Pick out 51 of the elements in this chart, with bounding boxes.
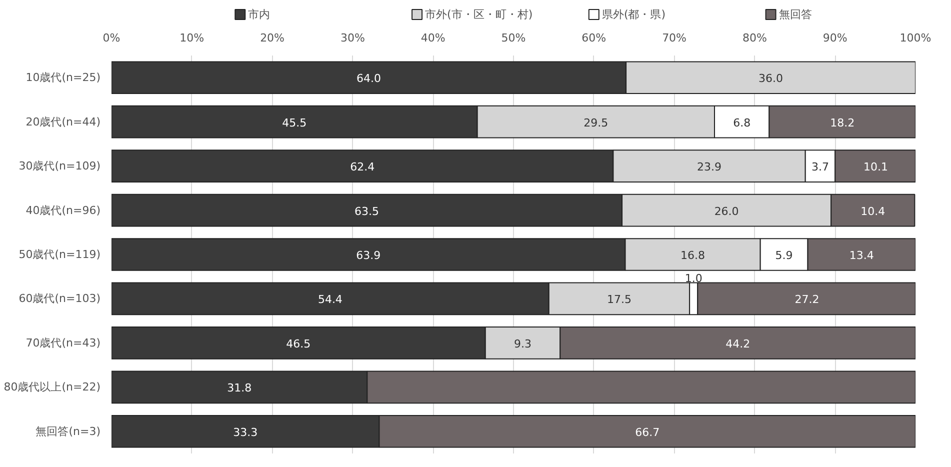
data-label: 26.0 xyxy=(714,204,739,218)
data-label: 27.2 xyxy=(794,293,820,306)
data-label: 23.9 xyxy=(697,160,722,174)
y-tick-label: 50歳代(n=119) xyxy=(18,248,100,261)
data-label: 45.5 xyxy=(282,116,307,130)
data-label: 3.7 xyxy=(811,160,829,174)
data-label: 62.4 xyxy=(350,160,375,174)
data-label: 54.4 xyxy=(318,293,342,306)
y-tick-label: 20歳代(n=44) xyxy=(26,115,100,128)
x-tick-label: 100% xyxy=(900,32,932,44)
x-tick-label: 70% xyxy=(662,32,687,44)
data-label: 33.3 xyxy=(233,426,258,439)
y-tick-label: 70歳代(n=43) xyxy=(26,336,100,350)
data-label: 13.4 xyxy=(849,249,874,262)
y-tick-label: 80歳代以上(n=22) xyxy=(4,380,100,394)
x-tick-label: 80% xyxy=(742,32,767,44)
legend-label: 県外(都・県) xyxy=(602,8,666,21)
y-tick-label: 無回答(n=3) xyxy=(36,424,101,438)
x-tick-label: 30% xyxy=(340,32,365,44)
y-tick-label: 60歳代(n=103) xyxy=(18,292,100,306)
data-label: 66.7 xyxy=(635,426,660,439)
legend-label: 無回答 xyxy=(778,8,812,21)
data-label: 1.0 xyxy=(684,272,702,285)
x-tick-label: 0% xyxy=(102,32,120,44)
data-label: 46.5 xyxy=(286,337,311,350)
data-label: 5.9 xyxy=(775,249,793,262)
x-tick-label: 50% xyxy=(501,32,526,44)
y-tick-label: 30歳代(n=109) xyxy=(18,160,100,173)
data-label: 31.8 xyxy=(227,382,252,395)
y-tick-label: 10歳代(n=25) xyxy=(26,71,100,84)
data-label: 6.8 xyxy=(733,116,751,130)
data-label: 64.0 xyxy=(356,72,382,86)
x-tick-label: 20% xyxy=(260,32,285,44)
data-label: 29.5 xyxy=(584,116,608,130)
data-label: 10.1 xyxy=(863,160,888,174)
data-label: 10.4 xyxy=(860,204,886,218)
x-tick-label: 60% xyxy=(582,32,606,44)
x-tick-label: 90% xyxy=(822,32,848,44)
data-label: 63.5 xyxy=(354,204,380,218)
y-tick-label: 40歳代(n=96) xyxy=(26,204,100,217)
x-tick-label: 10% xyxy=(180,32,204,44)
x-tick-label: 40% xyxy=(420,32,446,44)
data-label: 17.5 xyxy=(606,293,632,306)
data-label: 18.2 xyxy=(830,116,855,130)
legend-label: 市外(市・区・町・村) xyxy=(425,8,533,21)
data-label: 16.8 xyxy=(680,249,706,262)
data-label: 9.3 xyxy=(514,337,532,350)
data-label: 36.0 xyxy=(758,72,784,86)
legend-label: 市内 xyxy=(248,8,270,21)
data-label: 63.9 xyxy=(356,249,381,262)
data-label: 44.2 xyxy=(726,337,750,350)
